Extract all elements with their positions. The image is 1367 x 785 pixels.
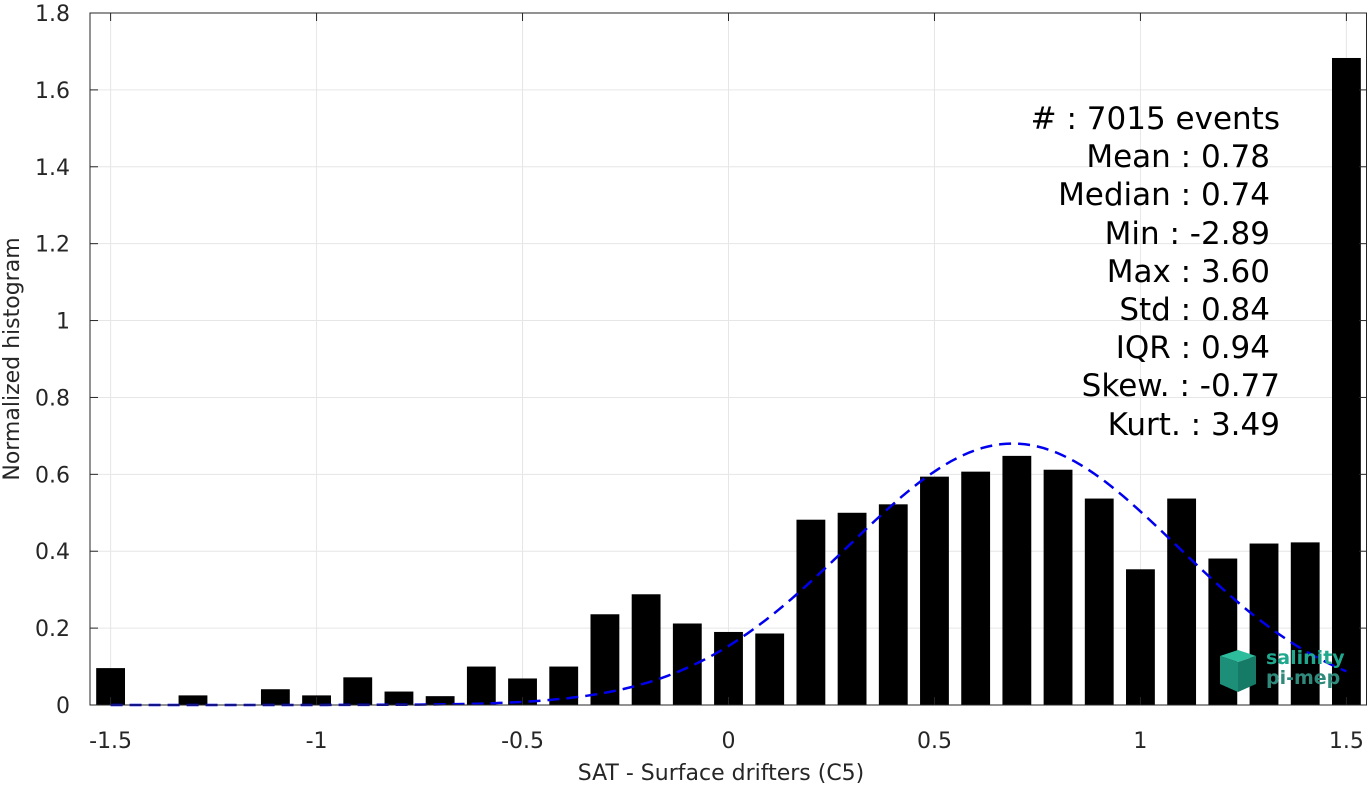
histogram-bar: [1126, 569, 1155, 705]
histogram-bar: [796, 519, 826, 705]
histogram-bar: [1167, 498, 1197, 705]
x-tick-label: -1: [306, 729, 328, 754]
y-tick-label: 0.8: [35, 386, 70, 411]
y-tick-label: 1.8: [35, 2, 70, 27]
y-tick-label: 1: [56, 310, 70, 335]
cube-logo-icon: [1220, 650, 1256, 692]
x-tick-label: 1: [1133, 729, 1147, 754]
histogram-bar: [961, 471, 991, 705]
histogram-bar: [714, 631, 743, 705]
stat-line: Std : 0.84: [1119, 291, 1270, 328]
histogram-bar: [260, 689, 290, 705]
stat-line: # : 7015 events: [1030, 101, 1280, 137]
stat-line: Max : 3.60: [1106, 253, 1270, 290]
y-tick-label: 0.4: [35, 540, 70, 565]
y-tick-label: 1.6: [35, 79, 70, 104]
stat-line: Median : 0.74: [1058, 177, 1270, 214]
x-tick-label: 0: [722, 729, 736, 754]
histogram-bar: [1043, 469, 1073, 705]
x-axis-label: SAT - Surface drifters (C5): [578, 761, 865, 785]
histogram-bars: [96, 57, 1361, 706]
histogram-bar: [466, 666, 496, 705]
histogram-bar: [837, 512, 867, 705]
histogram-bar: [631, 594, 661, 705]
axis-ticks: -1.5 -1 -0.5 0 0.5 1 1.5 0 0.2 0.4 0.6 0.8 1 1.2 1.4 1.…: [35, 2, 1367, 754]
histogram-bar: [178, 695, 208, 705]
histogram-bar: [343, 677, 373, 705]
stat-line: Mean : 0.78: [1086, 139, 1270, 176]
histogram-bar: [1002, 455, 1032, 705]
histogram-bar: [1290, 542, 1320, 705]
logo-line-1: salinity: [1266, 647, 1345, 669]
y-tick-label: 0.2: [35, 617, 70, 642]
histogram-bar: [384, 691, 414, 705]
x-tick-label: -0.5: [501, 729, 544, 754]
histogram-bar: [425, 696, 455, 705]
fit-curve: [110, 442, 1347, 707]
y-tick-label: 0: [56, 694, 70, 719]
logo-line-2: pi-mep: [1266, 667, 1341, 689]
x-tick-label: 0.5: [917, 729, 952, 754]
y-axis-label: Normalized histogram: [0, 237, 25, 480]
histogram-bar: [755, 633, 785, 705]
histogram-bar: [1331, 57, 1361, 706]
y-tick-label: 1.2: [35, 233, 70, 258]
histogram-bar: [920, 476, 949, 705]
stat-line: Skew. : -0.77: [1081, 368, 1280, 405]
x-tick-label: 1.5: [1329, 729, 1364, 754]
salinity-pimep-logo: salinity pi-mep: [1216, 646, 1346, 694]
y-tick-label: 1.4: [35, 156, 70, 181]
histogram-bar: [1084, 498, 1114, 705]
histogram-bar: [878, 504, 908, 705]
logo-text: salinity pi-mep: [1266, 648, 1345, 688]
stat-line: Kurt. : 3.49: [1107, 406, 1280, 443]
y-tick-label: 0.6: [35, 463, 70, 488]
stat-line: Min : -2.89: [1104, 215, 1270, 252]
x-tick-label: -1.5: [89, 729, 132, 754]
statistics-box: # : 7015 events Mean : 0.78 Median : 0.74 M…: [960, 100, 1280, 444]
stat-line: IQR : 0.94: [1115, 330, 1270, 367]
